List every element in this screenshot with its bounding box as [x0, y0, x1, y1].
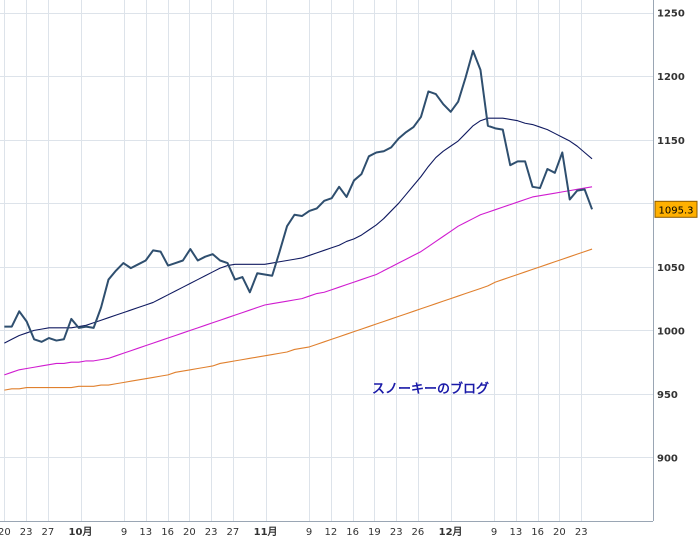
x-tick-label: 23 [575, 527, 588, 538]
x-tick-labels: 20 23 27 10月 9 13 16 20 23 27 11月 9 12 16 19 23 26 12月 9 13… [0, 526, 588, 538]
y-tick-label: 1050 [657, 263, 685, 274]
x-tick-label: 9 [491, 527, 497, 538]
y-tick-label: 1200 [657, 72, 685, 83]
y-tick-label: 900 [657, 454, 678, 465]
x-tick-label: 20 [553, 527, 566, 538]
x-tick-label: 13 [510, 527, 523, 538]
x-tick-label: 12 [325, 527, 338, 538]
last-value-badge: 1095.3 [654, 200, 698, 218]
y-tick-label: 1000 [657, 326, 685, 337]
x-tick-label: 23 [205, 527, 218, 538]
x-tick-label: 16 [531, 527, 544, 538]
x-tick-label: 27 [42, 527, 55, 538]
series-line-1 [4, 117, 593, 344]
watermark-text: スノーキーのブログ [372, 381, 489, 397]
x-tick-label: 13 [139, 527, 152, 538]
x-tick-label: 20 [0, 527, 11, 538]
x-tick-label: 26 [412, 527, 425, 538]
x-tick-label: 12月 [439, 526, 463, 538]
x-tick-label: 19 [368, 527, 381, 538]
last-value-label: 1095.3 [659, 205, 694, 216]
y-tick-label: 950 [657, 390, 678, 401]
x-tick-label: 23 [20, 527, 33, 538]
x-tick-label: 16 [346, 527, 359, 538]
y-tick-labels: 900 950 1000 1050 1150 1200 1250 [657, 9, 685, 465]
y-tick-label: 1150 [657, 136, 685, 147]
x-tick-label: 11月 [254, 526, 278, 538]
x-tick-label: 10月 [69, 526, 93, 538]
x-tick-label: 9 [306, 527, 312, 538]
x-tick-label: 27 [227, 527, 240, 538]
x-tick-label: 20 [183, 527, 196, 538]
series-line-2 [4, 186, 593, 376]
x-tick-label: 16 [161, 527, 174, 538]
x-tick-label: 23 [390, 527, 403, 538]
series-layer [4, 49, 593, 391]
plot-background [0, 0, 653, 521]
series-line-3 [4, 248, 593, 391]
y-tick-label: 1250 [657, 9, 685, 20]
x-tick-label: 9 [121, 527, 127, 538]
series-line-0 [4, 49, 593, 343]
